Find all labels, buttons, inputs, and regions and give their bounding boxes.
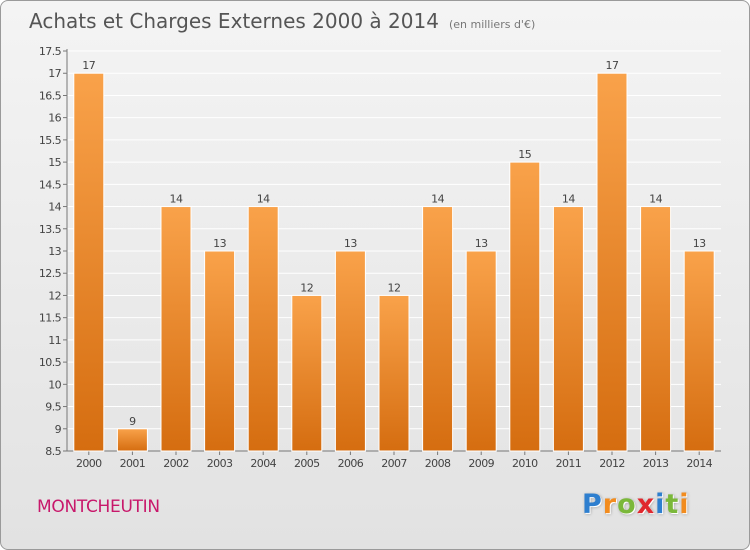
data-label-2010: 15 <box>518 148 531 161</box>
y-tick-label: 10.5 <box>39 356 62 369</box>
x-tick-label: 2003 <box>207 457 233 470</box>
x-tick-label: 2013 <box>643 457 669 470</box>
x-tick-label: 2010 <box>512 457 538 470</box>
x-tick-label: 2004 <box>250 457 276 470</box>
x-tick-label: 2002 <box>163 457 189 470</box>
bar-2012 <box>596 72 628 452</box>
bars <box>73 72 715 452</box>
y-tick-label: 16 <box>48 112 61 125</box>
x-tick-label: 2008 <box>425 457 451 470</box>
title-text: Achats et Charges Externes 2000 à 2014 <box>29 9 439 33</box>
y-tick-label: 15.5 <box>39 134 62 147</box>
x-tick-label: 2005 <box>294 457 320 470</box>
bar-2006 <box>334 250 366 452</box>
logo-letter: r <box>602 489 618 520</box>
data-label-2014: 13 <box>693 237 706 250</box>
bar-2009 <box>465 250 497 452</box>
y-tick-label: 11.5 <box>39 312 62 325</box>
x-tick-label: 2012 <box>599 457 625 470</box>
location-name: MONTCHEUTIN <box>37 497 160 517</box>
y-tick-labels: 8.5 9 9.5 10 10.5 11 11.5 12 12.5 13 13.5 14 14.5 15 1… <box>39 45 62 458</box>
logo-letter: i <box>679 489 690 520</box>
bar-2004 <box>247 206 279 452</box>
y-tick-label: 17 <box>48 67 61 80</box>
proxiti-logo: Proxiti <box>582 489 690 520</box>
bar-2001 <box>116 428 148 452</box>
y-tick-label: 14.5 <box>39 178 62 191</box>
data-labels: 17 9 14 13 14 12 13 12 14 13 15 14 17 14 13 <box>82 59 706 428</box>
logo-letter: t <box>665 489 680 520</box>
bar-2014 <box>683 250 715 452</box>
data-label-2006: 13 <box>344 237 357 250</box>
y-tick-label: 17.5 <box>39 45 62 58</box>
y-tick-label: 10 <box>48 378 61 391</box>
data-label-2007: 12 <box>388 281 401 294</box>
data-label-2000: 17 <box>82 59 95 72</box>
x-tick-label: 2001 <box>120 457 146 470</box>
logo-letter: x <box>636 489 656 520</box>
bar-2000 <box>73 72 105 452</box>
data-label-2002: 14 <box>170 193 183 206</box>
data-label-2011: 14 <box>562 193 575 206</box>
x-tick-label: 2007 <box>381 457 407 470</box>
data-label-2012: 17 <box>606 59 619 72</box>
y-tick-label: 9.5 <box>45 401 61 414</box>
bar-2010 <box>509 161 541 452</box>
data-label-2005: 12 <box>300 281 313 294</box>
bar-2013 <box>640 206 672 452</box>
y-tick-label: 14 <box>48 201 61 214</box>
logo-letter: i <box>655 489 666 520</box>
x-tick-label: 2000 <box>76 457 102 470</box>
x-tick-label: 2009 <box>468 457 494 470</box>
x-tick-label: 2011 <box>556 457 582 470</box>
y-tick-label: 8.5 <box>45 445 61 458</box>
bar-2008 <box>422 206 454 452</box>
y-tick-label: 15 <box>48 156 61 169</box>
logo-letter: P <box>582 489 603 520</box>
y-tick-label: 13.5 <box>39 223 62 236</box>
bar-2007 <box>378 294 410 452</box>
bar-2002 <box>160 206 192 452</box>
data-label-2003: 13 <box>213 237 226 250</box>
data-label-2013: 14 <box>649 193 662 206</box>
y-tick-label: 9 <box>55 423 62 436</box>
bar-2003 <box>204 250 236 452</box>
y-tick-label: 16.5 <box>39 89 62 102</box>
data-label-2008: 14 <box>431 193 444 206</box>
y-tick-label: 13 <box>48 245 61 258</box>
data-label-2009: 13 <box>475 237 488 250</box>
x-tick-label: 2014 <box>686 457 712 470</box>
data-label-2001: 9 <box>129 415 136 428</box>
chart-subtitle: (en milliers d'€) <box>448 18 536 31</box>
bar-2005 <box>291 294 323 452</box>
x-tick-label: 2006 <box>338 457 364 470</box>
y-tick-label: 12.5 <box>39 267 62 280</box>
bar-2011 <box>552 206 584 452</box>
y-tick-label: 11 <box>48 334 61 347</box>
y-tick-label: 12 <box>48 289 61 302</box>
x-tick-labels: 2000 2001 2002 2003 2004 2005 2006 2007 2008 2009… <box>76 457 713 470</box>
data-label-2004: 14 <box>257 193 270 206</box>
chart-title: Achats et Charges Externes 2000 à 2014 (e… <box>29 9 535 33</box>
logo-letter: o <box>617 489 637 520</box>
